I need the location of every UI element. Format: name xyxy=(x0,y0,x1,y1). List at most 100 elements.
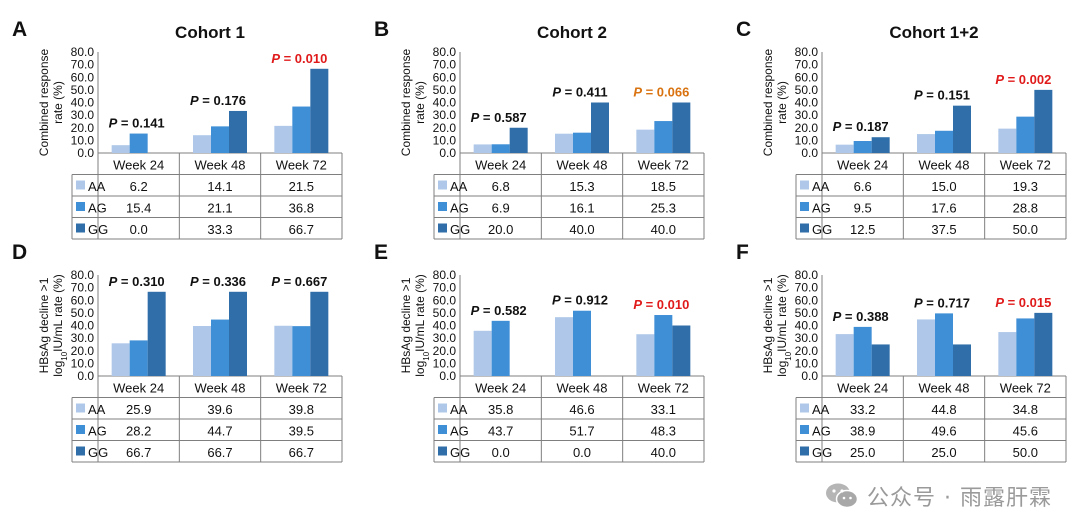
y-tick-label: 0.0 xyxy=(801,146,818,160)
p-value-number: = 0.587 xyxy=(479,110,526,125)
legend-swatch-ag xyxy=(76,202,85,211)
y-tick-label: 30.0 xyxy=(71,331,95,345)
bar-ag-1 xyxy=(853,326,872,376)
y-tick-label: 60.0 xyxy=(71,70,95,84)
y-tick-label: 10.0 xyxy=(433,133,457,147)
wechat-icon xyxy=(826,483,859,509)
bar-ag-2 xyxy=(211,126,229,153)
chart-title: Cohort 2 xyxy=(537,23,607,42)
legend-swatch-gg xyxy=(76,223,85,233)
table-cell: 48.3 xyxy=(651,424,676,439)
bar-ag-3 xyxy=(1016,116,1035,153)
table-cell: 51.7 xyxy=(569,424,594,439)
y-axis-label: HBsAg decline >1log10IU/mL rate (%) xyxy=(399,274,431,377)
table-cell: 18.5 xyxy=(651,179,676,194)
legend-swatch-aa xyxy=(438,180,447,190)
x-category-label: Week 72 xyxy=(1000,158,1051,173)
legend-label-aa: AA xyxy=(450,179,468,194)
y-tick-label: 30.0 xyxy=(433,108,457,122)
bar-aa-2 xyxy=(555,317,573,376)
table-cell: 25.0 xyxy=(931,445,956,460)
p-value-number: = 0.010 xyxy=(280,51,327,66)
y-tick-label: 60.0 xyxy=(71,293,95,307)
x-category-label: Week 48 xyxy=(918,158,969,173)
y-tick-label: 60.0 xyxy=(433,70,457,84)
p-value-number: = 0.141 xyxy=(117,116,164,131)
p-symbol: P xyxy=(633,297,642,312)
table-cell: 66.7 xyxy=(207,445,232,460)
chart-title: Cohort 1+2 xyxy=(889,23,978,42)
y-tick-label: 20.0 xyxy=(433,121,457,135)
y-tick-label: 60.0 xyxy=(433,293,457,307)
y-axis-label: Combined responserate (%) xyxy=(37,48,65,156)
bar-ag-3 xyxy=(1016,318,1035,376)
legend-label-ag: AG xyxy=(450,201,469,216)
table-cell: 39.5 xyxy=(289,424,314,439)
bar-aa-3 xyxy=(274,125,293,153)
y-axis-label-line1: Combined response xyxy=(399,48,413,156)
p-value-label: P = 0.411 xyxy=(552,85,607,100)
bar-gg-2 xyxy=(229,291,247,376)
table-cell: 6.9 xyxy=(492,201,510,216)
p-value-number: = 0.176 xyxy=(199,93,246,108)
bar-gg-3 xyxy=(310,291,329,376)
x-category-label: Week 24 xyxy=(475,381,526,396)
p-value-label: P = 0.015 xyxy=(995,295,1051,310)
table-cell: 17.6 xyxy=(931,201,956,216)
legend-label-ag: AG xyxy=(88,201,107,216)
bar-ag-2 xyxy=(211,319,229,376)
x-category-label: Week 24 xyxy=(837,158,888,173)
p-value-number: = 0.667 xyxy=(280,274,327,289)
y-tick-label: 40.0 xyxy=(795,96,819,110)
y-tick-label: 40.0 xyxy=(433,319,457,333)
p-value-label: P = 0.187 xyxy=(833,119,889,134)
chart-title: Cohort 1 xyxy=(175,23,245,42)
y-tick-label: 0.0 xyxy=(439,369,456,383)
y-tick-label: 60.0 xyxy=(795,293,819,307)
legend-label-gg: GG xyxy=(450,445,470,460)
panel-letter: E xyxy=(374,241,388,264)
y-axis-label-rest: IU/mL rate (%) xyxy=(413,274,427,352)
table-cell: 50.0 xyxy=(1013,445,1038,460)
p-value-number: = 0.310 xyxy=(117,274,164,289)
y-tick-label: 30.0 xyxy=(433,331,457,345)
bar-gg-2 xyxy=(953,105,971,153)
y-tick-label: 70.0 xyxy=(71,281,95,295)
panel-letter: A xyxy=(12,18,27,41)
p-value-label: P = 0.141 xyxy=(109,116,165,131)
bar-gg-3 xyxy=(672,325,691,376)
p-symbol: P xyxy=(914,295,923,310)
legend-label-ag: AG xyxy=(450,424,469,439)
table-cell: 39.8 xyxy=(289,402,314,417)
panel-letter: B xyxy=(374,18,389,41)
table-cell: 49.6 xyxy=(931,424,956,439)
table-cell: 66.7 xyxy=(126,445,151,460)
y-tick-label: 30.0 xyxy=(795,108,819,122)
y-tick-label: 80.0 xyxy=(433,45,457,59)
p-symbol: P xyxy=(914,88,923,103)
legend-label-ag: AG xyxy=(812,201,831,216)
y-tick-label: 80.0 xyxy=(71,268,95,282)
bar-ag-3 xyxy=(654,121,673,153)
bar-gg-1 xyxy=(509,127,528,153)
p-value-number: = 0.388 xyxy=(841,309,888,324)
y-axis-label-line2: log10IU/mL rate (%) xyxy=(775,274,793,377)
p-symbol: P xyxy=(190,274,199,289)
y-axis-label-line2: rate (%) xyxy=(413,81,427,124)
legend-swatch-aa xyxy=(76,180,85,190)
y-axis-label-rest: IU/mL rate (%) xyxy=(775,274,789,352)
y-axis-label-subscript: 10 xyxy=(784,351,793,360)
bar-ag-2 xyxy=(573,310,591,376)
p-value-number: = 0.411 xyxy=(561,85,608,100)
x-category-label: Week 72 xyxy=(276,158,327,173)
p-value-label: P = 0.582 xyxy=(471,303,527,318)
y-tick-label: 80.0 xyxy=(795,45,819,59)
table-cell: 46.6 xyxy=(569,402,594,417)
legend-label-aa: AA xyxy=(88,402,106,417)
table-cell: 33.1 xyxy=(651,402,676,417)
table-cell: 25.3 xyxy=(651,201,676,216)
bar-ag-3 xyxy=(292,106,311,153)
table-cell: 25.0 xyxy=(850,445,875,460)
p-value-number: = 0.717 xyxy=(923,295,970,310)
